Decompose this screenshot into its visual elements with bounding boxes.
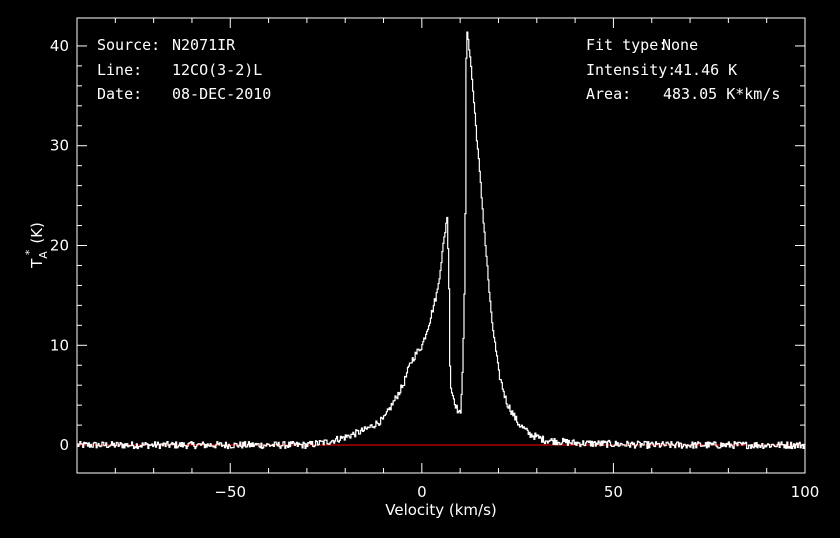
x-tick-label: 0 (417, 483, 427, 501)
y-axis-title-main: T (28, 258, 46, 269)
y-tick-label: 0 (59, 436, 69, 454)
source-key: Source: (97, 36, 160, 54)
y-tick-label: 40 (50, 37, 69, 55)
fit-type-key: Fit type: (586, 36, 667, 54)
fit-type-value: None (662, 36, 698, 54)
area-key: Area: (586, 85, 631, 103)
y-axis-title-unit: (K) (28, 222, 46, 244)
y-axis-title-sub: A (37, 251, 50, 259)
y-tick-label: 30 (50, 137, 69, 155)
source-value: N2071IR (172, 36, 236, 54)
date-key: Date: (97, 85, 142, 103)
line-value: 12CO(3-2)L (172, 61, 262, 79)
y-axis-ticks: 0 10 20 30 40 (50, 37, 805, 454)
date-value: 08-DEC-2010 (172, 85, 271, 103)
x-tick-label: −50 (214, 483, 246, 501)
x-axis-ticks: −50 0 50 100 (76, 18, 820, 501)
y-axis-title: TA* (K) (23, 222, 50, 269)
x-tick-label: 50 (604, 483, 623, 501)
y-tick-label: 20 (50, 237, 69, 255)
intensity-value: 41.46 K (674, 61, 737, 79)
line-key: Line: (97, 61, 142, 79)
intensity-key: Intensity: (586, 61, 676, 79)
x-axis-title: Velocity (km/s) (385, 501, 496, 519)
spectrum-line (77, 31, 806, 450)
y-axis-title-sup: * (23, 249, 36, 255)
svg-text:TA*(K): TA* (K) (23, 222, 50, 269)
x-tick-label: 100 (791, 483, 820, 501)
y-tick-label: 10 (50, 336, 69, 354)
area-value: 483.05 K*km/s (663, 85, 780, 103)
